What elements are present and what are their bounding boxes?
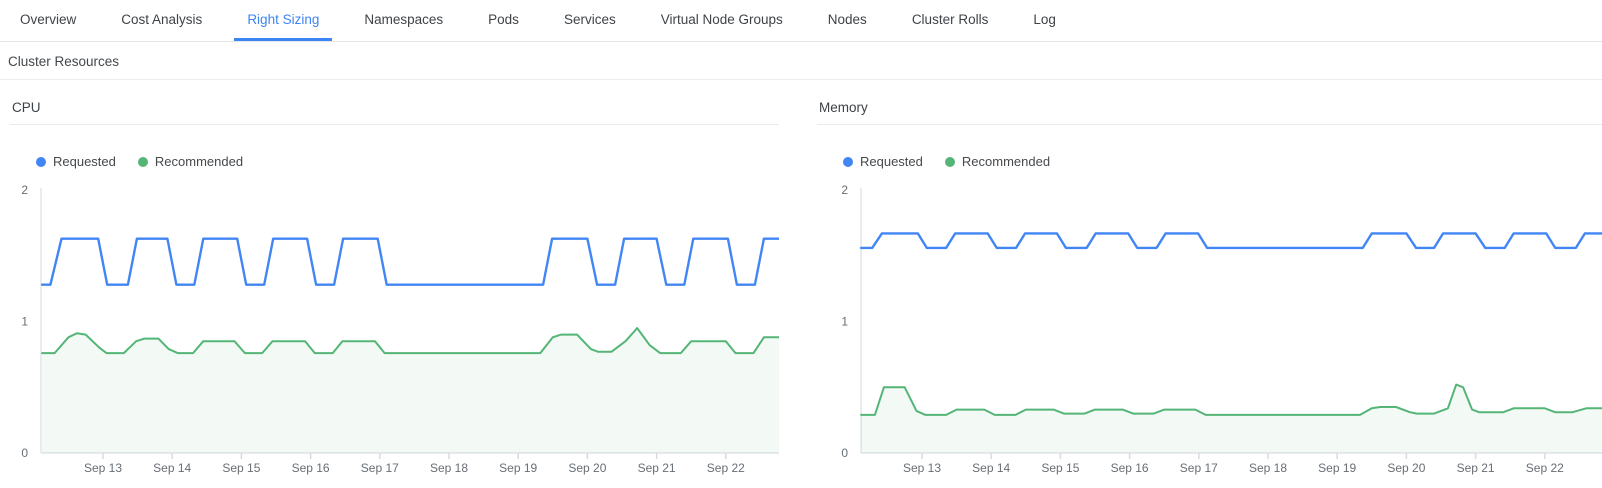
tab-cost-analysis[interactable]: Cost Analysis <box>121 11 203 27</box>
legend-item-requested[interactable]: Requested <box>843 154 923 169</box>
legend-item-requested[interactable]: Requested <box>36 154 116 169</box>
legend-label: Requested <box>860 154 923 169</box>
x-tick-label: Sep 20 <box>1387 461 1425 475</box>
x-tick-label: Sep 13 <box>903 461 941 475</box>
x-tick-label: Sep 19 <box>499 461 537 475</box>
y-tick-label: 2 <box>21 183 28 197</box>
tab-cluster-rolls[interactable]: Cluster Rolls <box>911 11 989 27</box>
x-tick-label: Sep 15 <box>222 461 260 475</box>
y-tick-label: 0 <box>841 446 848 460</box>
tab-overview[interactable]: Overview <box>20 11 77 27</box>
series-line-recommended <box>860 383 1602 416</box>
tab-log[interactable]: Log <box>1033 11 1056 27</box>
y-tick-label: 1 <box>21 315 28 329</box>
cpu-chart[interactable]: 0 1 2 Sep 13 Sep 14 Sep 15 Sep 16 Sep 17 Sep 18 S… <box>10 180 779 475</box>
x-tick-label: Sep 14 <box>972 461 1010 475</box>
y-tick-label: 2 <box>841 183 848 197</box>
legend-dot-requested <box>36 156 46 167</box>
series-line-recommended <box>41 327 779 355</box>
x-tick-label: Sep 17 <box>1180 461 1218 475</box>
memory-chart-title: Memory <box>817 100 1602 125</box>
section-header: Cluster Resources <box>0 42 1602 80</box>
y-tick-label: 0 <box>21 446 28 460</box>
series-line-requested <box>40 237 779 286</box>
series-area-recommended <box>42 328 779 453</box>
tab-services[interactable]: Services <box>563 11 616 27</box>
x-tick-label: Sep 18 <box>430 461 468 475</box>
cpu-chart-panel: CPU Requested Recommended 0 1 2 Sep 13 Sep 14… <box>10 100 779 475</box>
legend-dot-recommended <box>944 156 955 167</box>
memory-chart-legend: Requested Recommended <box>843 154 1602 169</box>
tab-pods[interactable]: Pods <box>488 11 519 27</box>
x-tick-label: Sep 16 <box>1111 461 1149 475</box>
x-tick-label: Sep 22 <box>707 461 745 475</box>
x-tick-label: Sep 16 <box>292 461 330 475</box>
memory-chart[interactable]: 0 1 2 Sep 13 Sep 14 Sep 15 Sep 16 Sep 17 Sep 18 S… <box>817 180 1602 475</box>
series-line-requested <box>859 232 1602 250</box>
tab-nodes[interactable]: Nodes <box>827 11 867 27</box>
x-tick-label: Sep 13 <box>84 461 122 475</box>
x-tick-label: Sep 17 <box>361 461 399 475</box>
x-tick-label: Sep 20 <box>568 461 606 475</box>
cpu-chart-title: CPU <box>10 100 779 125</box>
series-area-recommended <box>861 384 1602 453</box>
tab-right-sizing[interactable]: Right Sizing <box>234 0 333 41</box>
tab-bar: Overview Cost Analysis Right Sizing Namespa… <box>0 0 1602 42</box>
legend-dot-recommended <box>137 156 148 167</box>
tab-virtual-node-groups[interactable]: Virtual Node Groups <box>660 11 783 27</box>
x-tick-label: Sep 15 <box>1041 461 1079 475</box>
legend-label: Recommended <box>154 154 244 169</box>
section-title: Cluster Resources <box>8 54 120 69</box>
memory-chart-panel: Memory Requested Recommended 0 1 2 Sep 13 Sep… <box>817 100 1602 475</box>
tab-namespaces[interactable]: Namespaces <box>364 11 444 27</box>
y-tick-label: 1 <box>841 315 848 329</box>
legend-label: Requested <box>53 154 116 169</box>
legend-dot-requested <box>843 156 853 167</box>
legend-item-recommended[interactable]: Recommended <box>137 154 244 169</box>
x-tick-label: Sep 18 <box>1249 461 1287 475</box>
cpu-chart-legend: Requested Recommended <box>36 154 779 169</box>
right-sizing-page: Overview Cost Analysis Right Sizing Namespa… <box>0 0 1602 475</box>
x-tick-label: Sep 21 <box>638 461 676 475</box>
x-tick-label: Sep 21 <box>1457 461 1495 475</box>
legend-item-recommended[interactable]: Recommended <box>944 154 1051 169</box>
x-tick-label: Sep 19 <box>1318 461 1356 475</box>
x-tick-label: Sep 14 <box>153 461 191 475</box>
legend-label: Recommended <box>961 154 1051 169</box>
x-tick-label: Sep 22 <box>1526 461 1564 475</box>
